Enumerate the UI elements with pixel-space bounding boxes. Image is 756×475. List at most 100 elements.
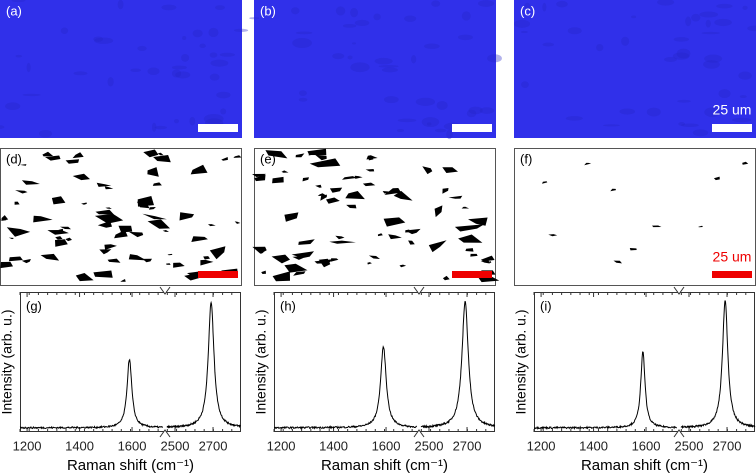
texture: [208, 27, 219, 38]
texture: [657, 0, 675, 6]
spectrum: [274, 300, 496, 430]
texture: [524, 2, 531, 10]
flake: [382, 191, 391, 194]
flake: [365, 169, 375, 172]
flake: [302, 177, 309, 182]
flake: [315, 184, 322, 188]
panel-label: (c): [520, 3, 535, 18]
flake: [261, 270, 266, 274]
texture: [742, 5, 748, 10]
flake: [93, 270, 113, 278]
scale-bar: [198, 124, 238, 132]
x-axis-label: Raman shift (cm⁻¹): [67, 457, 194, 474]
flake: [137, 196, 154, 207]
texture: [249, 17, 260, 20]
flake: [0, 261, 14, 269]
texture: [747, 25, 756, 32]
texture: [335, 6, 346, 16]
flake: [40, 253, 60, 261]
flake: [14, 201, 20, 205]
texture: [220, 108, 227, 115]
texture: [457, 34, 473, 41]
flake: [284, 212, 299, 222]
flake: [72, 152, 84, 159]
scale-label: 25 um: [713, 102, 752, 118]
texture: [479, 107, 495, 114]
texture: [175, 71, 191, 79]
flake: [118, 225, 133, 233]
flake: [388, 234, 402, 240]
flake: [318, 258, 331, 268]
flake: [208, 224, 216, 227]
flake: [99, 249, 112, 255]
texture: [295, 31, 313, 35]
scale-bar: [712, 271, 752, 278]
texture: [701, 31, 720, 35]
axis-break: [413, 429, 425, 438]
flake: [470, 253, 478, 257]
flake: [179, 212, 195, 221]
texture: [426, 122, 432, 126]
flake: [60, 226, 71, 230]
flake: [548, 234, 558, 237]
flake: [383, 217, 406, 227]
texture: [373, 13, 381, 21]
flake: [281, 170, 289, 173]
texture: [383, 96, 399, 104]
scale-bar: [712, 124, 752, 132]
texture: [685, 16, 692, 27]
flake: [393, 190, 413, 201]
texture: [703, 60, 720, 69]
texture: [298, 90, 307, 96]
texture: [646, 107, 661, 117]
flake: [461, 206, 470, 209]
texture: [621, 36, 630, 46]
texture: [718, 89, 731, 99]
texture: [209, 52, 218, 58]
axis-break: [159, 429, 171, 438]
flake: [326, 197, 340, 204]
texture: [219, 52, 236, 57]
texture: [291, 7, 300, 15]
texture: [182, 36, 187, 41]
texture: [692, 129, 709, 137]
x-tick-label: 2700: [199, 438, 228, 453]
x-tick-label: 1200: [13, 438, 42, 453]
flake: [465, 248, 474, 252]
panel-label: (e): [260, 151, 276, 166]
texture: [0, 125, 5, 129]
flake: [252, 173, 266, 177]
flake: [95, 209, 114, 215]
texture: [714, 18, 732, 27]
flake: [284, 263, 308, 273]
flake: [454, 224, 485, 232]
flake: [584, 162, 592, 166]
x-tick-label: 1400: [579, 438, 608, 453]
texture: [26, 62, 31, 73]
texture: [215, 5, 225, 10]
x-tick-label: 1400: [65, 438, 94, 453]
flake: [320, 194, 327, 201]
x-tick-label: 1600: [372, 438, 401, 453]
texture: [678, 122, 686, 126]
texture: [556, 0, 568, 8]
texture: [352, 42, 357, 45]
texture: [298, 97, 308, 102]
flake: [442, 167, 458, 173]
texture: [705, 19, 711, 28]
texture: [203, 114, 224, 124]
texture: [677, 99, 691, 103]
axis-break: [673, 286, 685, 295]
texture: [154, 125, 167, 130]
flake: [542, 181, 548, 184]
texture: [567, 27, 582, 35]
texture: [699, 11, 719, 18]
texture: [664, 56, 677, 63]
flake: [55, 236, 63, 240]
flake: [448, 195, 463, 199]
texture: [716, 3, 733, 9]
flake: [8, 256, 23, 262]
flake: [298, 239, 315, 245]
texture: [521, 81, 529, 88]
flake: [203, 256, 210, 260]
